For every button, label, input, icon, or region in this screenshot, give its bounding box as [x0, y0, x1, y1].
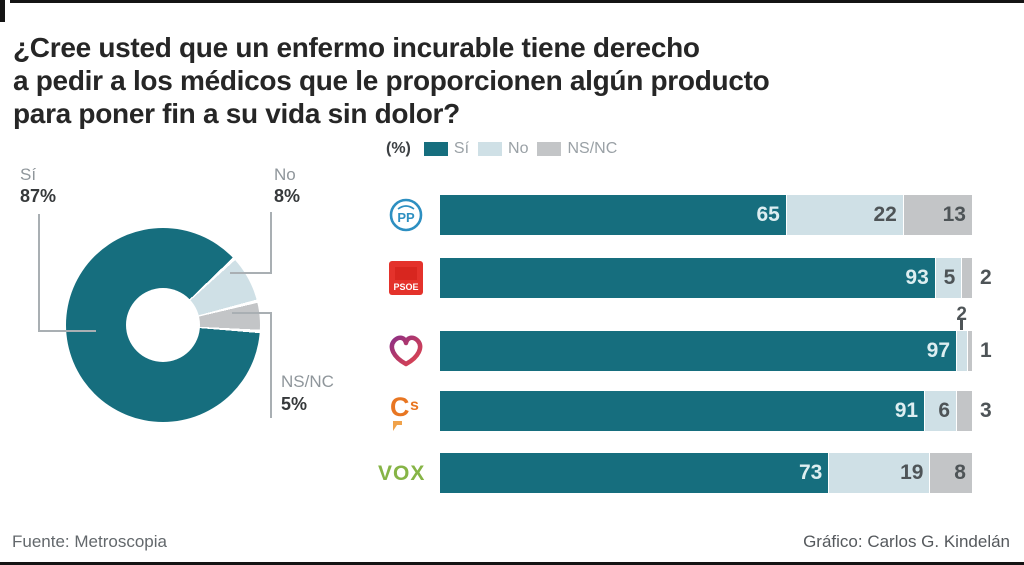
legend-item-no: No	[478, 140, 528, 158]
credit-text: Gráfico: Carlos G. Kindelán	[803, 532, 1010, 551]
stacked-bar-pp: 65 22 13	[440, 195, 972, 235]
pp-logo: PP	[378, 195, 434, 235]
bar-value-label: 5	[943, 266, 956, 289]
bar-row-podemos: 97 2 1	[378, 304, 1024, 371]
bar-value-label: 65	[756, 203, 780, 226]
connector-no-vertical	[270, 212, 272, 274]
svg-text:VOX: VOX	[378, 462, 425, 485]
stacked-bar-psoe: 93 5 2	[440, 258, 992, 298]
connector-si-vertical	[38, 214, 40, 332]
source-text: Fuente: Metroscopia	[12, 532, 167, 551]
legend-label-nsnc: NS/NC	[567, 140, 618, 157]
legend-label-si: Sí	[453, 140, 470, 157]
bar-value-label: 8	[954, 461, 966, 484]
donut-label-nsnc: NS/NC	[281, 372, 334, 391]
bar-value-label-outside: 1	[980, 339, 992, 362]
legend-swatch-nsnc	[537, 142, 562, 156]
legend-label-no: No	[508, 140, 529, 157]
bar-segment-nsnc: 13	[902, 195, 972, 235]
donut-value-si: 87%	[20, 186, 57, 206]
bar-value-label: 22	[873, 203, 897, 226]
podemos-logo-icon	[389, 335, 423, 367]
bar-row-psoe: PSOE 93 5 2	[378, 258, 1024, 298]
stacked-bar-podemos: 97 2 1	[440, 304, 992, 371]
stacked-bar-cs: 91 6 3	[440, 391, 992, 431]
bottom-border-line	[0, 562, 1024, 565]
svg-text:s: s	[410, 397, 419, 414]
bar-segment-nsnc: 8	[929, 453, 972, 493]
title-line-2: a pedir a los médicos que le proporcione…	[13, 64, 770, 96]
title-line-3: para poner fin a su vida sin dolor?	[13, 97, 460, 129]
bar-value-label-above: 2	[956, 304, 967, 325]
connector-no-horizontal	[230, 272, 272, 274]
svg-text:PSOE: PSOE	[393, 282, 418, 292]
bar-value-label: 91	[894, 399, 919, 422]
svg-text:C: C	[390, 392, 410, 422]
connector-si-horizontal	[38, 330, 96, 332]
podemos-logo	[378, 331, 434, 371]
bar-segment-sí: 93	[440, 258, 935, 298]
bar-value-label: 73	[799, 461, 823, 484]
stacked-bar-vox: 73 19 8	[440, 453, 972, 493]
vox-logo: VOX	[378, 453, 434, 493]
bar-row-pp: PP 65 22 13	[378, 195, 1024, 235]
callout-tick	[960, 320, 964, 330]
bar-segment-nsnc	[961, 258, 972, 298]
bar-segment-sí: 97	[440, 331, 957, 371]
legend-unit: (%)	[386, 140, 411, 157]
pp-logo-icon: PP	[389, 198, 423, 232]
bar-value-label: 97	[926, 339, 951, 362]
bar-segment-no: 22	[785, 195, 903, 235]
donut-label-no: No	[274, 165, 296, 184]
legend-item-nsnc: NS/NC	[537, 140, 617, 158]
chart-title: ¿Cree usted que un enfermo incurable tie…	[13, 31, 770, 130]
psoe-logo-icon: PSOE	[389, 261, 423, 295]
bar-segment-no: 5	[934, 258, 962, 298]
donut-value-no: 8%	[274, 186, 301, 206]
bar-value-label: 13	[942, 203, 966, 226]
legend-item-si: Sí	[423, 140, 470, 158]
bar-value-label-outside: 3	[980, 399, 992, 422]
bar-value-label: 93	[905, 266, 929, 289]
bar-value-label: 6	[938, 399, 951, 422]
bar-segment-sí: 73	[440, 453, 829, 493]
corner-border	[0, 0, 5, 22]
title-line-1: ¿Cree usted que un enfermo incurable tie…	[13, 31, 700, 63]
bar-segment-no	[956, 331, 967, 371]
bar-row-vox: VOX 73 19 8	[378, 453, 1024, 493]
legend: (%) Sí No NS/NC	[386, 140, 617, 158]
connector-nsnc-vertical	[270, 312, 272, 418]
bar-segment-sí: 91	[440, 391, 925, 431]
donut-label-si: Sí	[20, 165, 37, 184]
bar-segment-nsnc	[956, 391, 972, 431]
bar-value-label-outside: 2	[980, 266, 992, 289]
psoe-logo: PSOE	[378, 258, 434, 298]
donut-value-nsnc: 5%	[281, 394, 308, 414]
bar-segment-sí: 65	[440, 195, 786, 235]
legend-swatch-si	[423, 142, 448, 156]
vox-logo-icon: VOX	[378, 462, 425, 485]
bar-segment-no: 6	[924, 391, 957, 431]
legend-swatch-no	[478, 142, 503, 156]
bar-value-label: 19	[900, 461, 924, 484]
donut-hole	[126, 288, 200, 362]
top-border-line	[10, 0, 1024, 3]
bar-segment-nsnc	[966, 331, 972, 371]
bar-segment-no: 19	[828, 453, 930, 493]
svg-text:PP: PP	[397, 210, 415, 225]
connector-nsnc-horizontal	[232, 312, 272, 314]
